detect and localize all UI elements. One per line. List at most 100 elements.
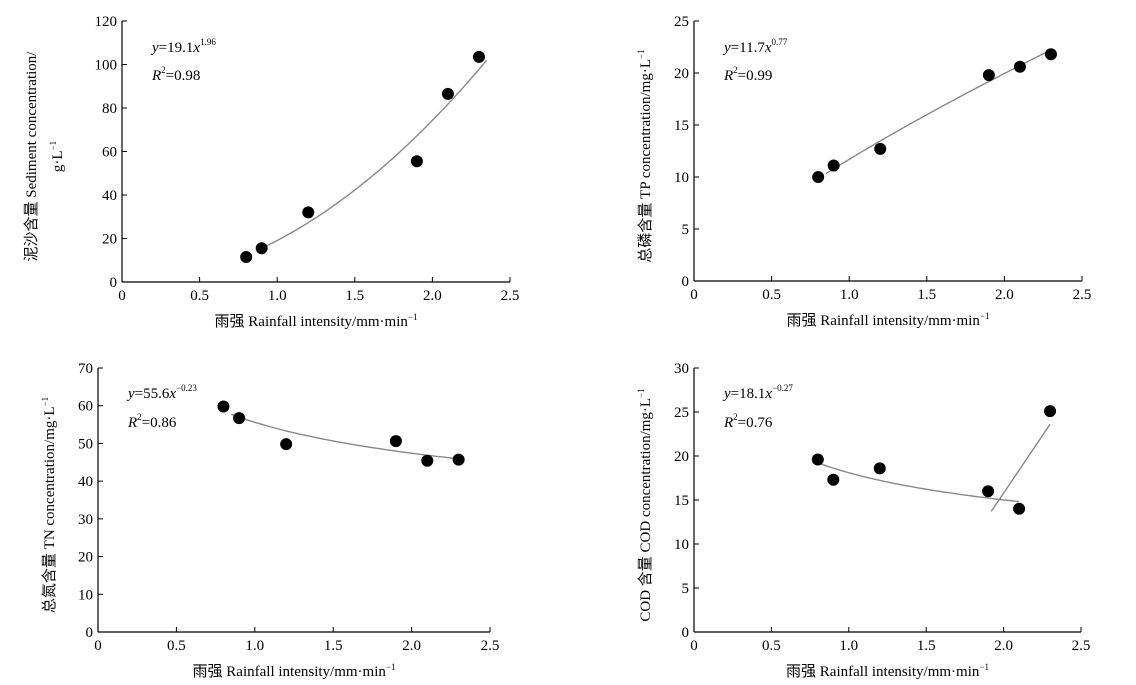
y-tick-label: 10 — [674, 170, 689, 186]
y-axis-label-line2: g·L−1 — [48, 141, 66, 172]
y-tick-label: 5 — [682, 222, 690, 238]
x-tick-label: 1.0 — [839, 638, 858, 654]
y-tick-label: 20 — [674, 66, 689, 82]
fit-equation: y=19.1x1.96 — [150, 37, 216, 56]
x-tick-label: 0 — [118, 288, 126, 304]
data-point — [1013, 502, 1026, 515]
y-axis-label: 总氮含量 TN concentration/mg·L−1 — [40, 397, 58, 613]
data-point — [410, 155, 423, 168]
x-axis-label: 雨强 Rainfall intensity/mm·min−1 — [193, 662, 396, 680]
fit-curve — [261, 59, 488, 249]
y-tick-label: 30 — [78, 512, 93, 528]
fit-equation: y=11.7x0.77 — [722, 37, 788, 56]
chart-panel-sediment: 0 0.5 1.0 1.5 2.0 2.5 0 20 40 60 80 100 120 雨强 Rainfa… — [23, 14, 519, 330]
y-tick-label: 10 — [674, 537, 689, 553]
data-point — [982, 485, 995, 498]
y-tick-label: 40 — [102, 188, 117, 204]
x-tick-label: 0.5 — [167, 638, 186, 654]
y-tick-label: 25 — [674, 405, 689, 421]
r-squared: R2=0.98 — [151, 65, 200, 84]
x-tick-label: 2.0 — [994, 638, 1013, 654]
x-tick-label: 0.5 — [762, 287, 781, 303]
x-tick-label: 0 — [690, 287, 698, 303]
y-tick-label: 15 — [674, 118, 689, 134]
data-point — [827, 159, 840, 172]
data-point — [827, 473, 840, 486]
fit-equation: y=18.1x−0.27 — [722, 383, 793, 402]
r-squared: R2=0.86 — [127, 412, 177, 431]
y-tick-label: 100 — [95, 58, 118, 74]
fit-curve — [825, 49, 1052, 175]
x-tick-label: 0.5 — [762, 638, 781, 654]
y-tick-label: 70 — [78, 361, 93, 377]
x-tick-label: 1.5 — [917, 638, 936, 654]
data-point — [1044, 405, 1057, 418]
y-tick-label: 20 — [102, 232, 117, 248]
y-tick-label: 0 — [86, 625, 94, 641]
x-axis-label: 雨强 Rainfall intensity/mm·min−1 — [787, 311, 990, 329]
data-point — [280, 438, 293, 451]
y-tick-label: 10 — [78, 587, 93, 603]
x-tick-label: 1.0 — [268, 288, 287, 304]
y-tick-label: 60 — [78, 399, 93, 415]
y-tick-label: 40 — [78, 474, 93, 490]
chart-panel-tn: 0 0.5 1.0 1.5 2.0 2.5 0 10 20 30 40 50 60 70 雨强 Rainfa… — [40, 361, 499, 680]
chart-panel-tp: 0 0.5 1.0 1.5 2.0 2.5 0 5 10 15 20 25 雨强 Rainfall in… — [636, 14, 1091, 329]
data-point — [874, 142, 887, 155]
data-point — [421, 454, 434, 467]
data-point — [452, 453, 465, 466]
fit-curve — [231, 413, 459, 460]
fit-equation: y=55.6x−0.23 — [126, 383, 197, 402]
y-tick-label: 0 — [682, 274, 690, 290]
data-point — [811, 453, 824, 466]
x-tick-label: 0.5 — [190, 288, 209, 304]
y-axis-label: COD 含量 COD concentration/mg·L−1 — [636, 388, 654, 621]
x-tick-label: 2.0 — [423, 288, 442, 304]
x-tick-label: 2.5 — [1073, 287, 1092, 303]
y-axis-label: 泥沙含量 Sediment concentration/ — [23, 51, 40, 262]
data-point — [873, 462, 886, 475]
y-tick-label: 25 — [674, 14, 689, 30]
y-tick-label: 60 — [102, 145, 117, 161]
r-squared: R2=0.99 — [723, 65, 772, 84]
x-tick-label: 0 — [690, 638, 698, 654]
extra-fit-line — [990, 423, 1051, 512]
data-point — [302, 206, 315, 219]
chart-panel-cod: 0 0.5 1.0 1.5 2.0 2.5 0 5 10 15 20 25 30 雨强 Rainfall … — [636, 361, 1090, 680]
data-point — [255, 242, 268, 255]
x-tick-label: 1.0 — [840, 287, 859, 303]
x-tick-label: 1.5 — [345, 288, 364, 304]
y-tick-label: 5 — [682, 581, 690, 597]
x-tick-label: 0 — [94, 638, 102, 654]
data-point — [982, 69, 995, 82]
y-tick-label: 30 — [674, 361, 689, 377]
r-squared: R2=0.76 — [723, 412, 773, 431]
data-point — [441, 87, 454, 100]
y-tick-label: 120 — [95, 14, 118, 30]
data-point — [1044, 48, 1057, 61]
data-point — [389, 435, 402, 448]
y-tick-label: 20 — [78, 550, 93, 566]
data-point — [1013, 60, 1026, 73]
x-axis-label: 雨强 Rainfall intensity/mm·min−1 — [786, 662, 989, 680]
x-tick-label: 1.5 — [917, 287, 936, 303]
y-tick-label: 80 — [102, 101, 117, 117]
y-tick-label: 50 — [78, 436, 93, 452]
y-tick-label: 0 — [682, 625, 690, 641]
y-axis-label: 总磷含量 TP concentration/mg·L−1 — [636, 49, 654, 262]
y-tick-label: 20 — [674, 449, 689, 465]
x-tick-label: 1.5 — [324, 638, 343, 654]
data-point — [240, 250, 253, 263]
data-point — [812, 171, 825, 183]
data-point — [472, 50, 485, 63]
x-tick-label: 2.0 — [402, 638, 421, 654]
fit-curve — [817, 462, 1020, 503]
x-axis-label: 雨强 Rainfall intensity/mm·min−1 — [215, 312, 418, 330]
y-tick-label: 15 — [674, 493, 689, 509]
data-point — [233, 412, 246, 425]
x-tick-label: 2.5 — [481, 638, 500, 654]
data-point — [217, 400, 230, 413]
x-tick-label: 2.5 — [501, 288, 520, 304]
y-tick-label: 0 — [110, 275, 118, 291]
